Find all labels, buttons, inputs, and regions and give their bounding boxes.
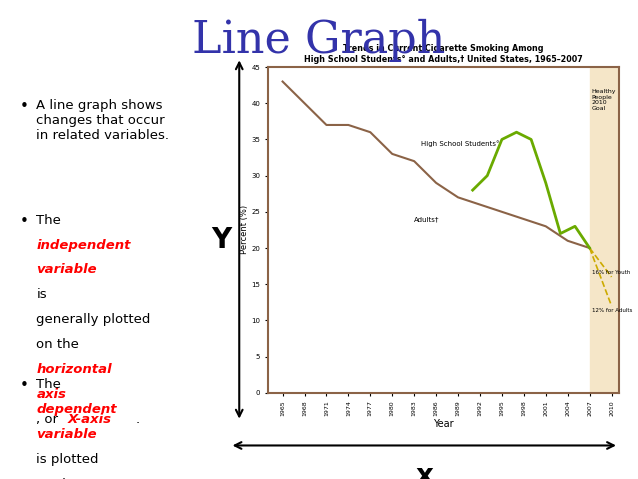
Text: •: • [19, 99, 28, 114]
Text: •: • [19, 378, 28, 393]
Text: horizontal: horizontal [36, 363, 112, 376]
Text: is: is [36, 288, 47, 301]
Title: Trends in Current Cigarette Smoking Among
High School Students° and Adults,† Uni: Trends in Current Cigarette Smoking Amon… [304, 44, 582, 64]
Text: A line graph shows
changes that occur
in related variables.: A line graph shows changes that occur in… [36, 99, 169, 142]
Text: 16% for Youth: 16% for Youth [592, 270, 630, 275]
Text: Healthy
People
2010
Goal: Healthy People 2010 Goal [592, 89, 616, 111]
Text: independent: independent [36, 239, 131, 251]
Text: on the: on the [36, 478, 84, 479]
Text: 12% for Adults: 12% for Adults [592, 308, 632, 313]
Y-axis label: Percent (%): Percent (%) [239, 205, 249, 254]
Text: axis: axis [36, 388, 66, 401]
Text: , or: , or [36, 413, 63, 426]
Text: variable: variable [36, 428, 97, 441]
Text: The: The [36, 378, 66, 391]
Text: Adults†: Adults† [414, 217, 440, 223]
Text: dependent: dependent [36, 403, 117, 416]
Text: Y: Y [211, 226, 232, 253]
Text: variable: variable [36, 263, 97, 276]
Text: High School Students°: High School Students° [422, 140, 500, 147]
Text: X-axis: X-axis [68, 413, 112, 426]
Bar [590, 67, 619, 393]
Text: x: x [415, 462, 433, 479]
Text: The: The [36, 214, 66, 227]
Text: .: . [136, 413, 140, 426]
Text: on the: on the [36, 338, 84, 351]
Text: •: • [19, 214, 28, 228]
Text: is plotted: is plotted [36, 453, 99, 466]
X-axis label: Year: Year [433, 419, 454, 429]
Text: generally plotted: generally plotted [36, 313, 151, 326]
Text: Line Graph: Line Graph [192, 19, 446, 62]
